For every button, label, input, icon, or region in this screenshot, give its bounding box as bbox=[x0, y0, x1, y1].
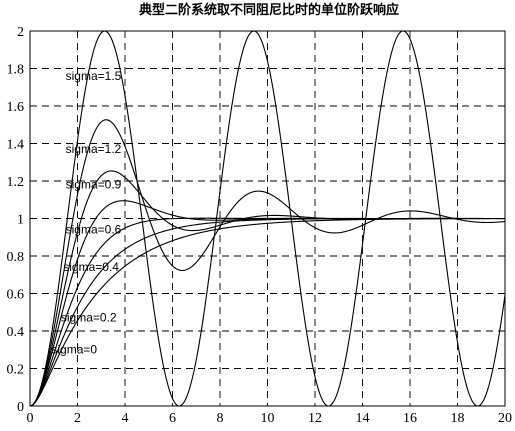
y-tick-label: 0.2 bbox=[7, 363, 25, 378]
series-label: sigma=0 bbox=[51, 343, 97, 357]
x-tick-label: 16 bbox=[403, 411, 417, 426]
y-tick-label: 1.4 bbox=[7, 138, 25, 153]
y-tick-label: 0 bbox=[17, 400, 24, 415]
y-tick-label: 0.8 bbox=[7, 250, 25, 265]
series-label: sigma=0.9 bbox=[66, 178, 122, 192]
series-label: sigma=0.2 bbox=[61, 311, 117, 325]
y-tick-label: 1 bbox=[17, 213, 24, 228]
x-tick-label: 12 bbox=[308, 411, 322, 426]
y-tick-label: 1.6 bbox=[7, 100, 25, 115]
x-tick-label: 2 bbox=[74, 411, 81, 426]
series-label: sigma=0.6 bbox=[66, 223, 122, 237]
series-line-sigma-0 bbox=[29, 30, 506, 407]
x-tick-label: 6 bbox=[169, 411, 176, 426]
x-tick-label: 18 bbox=[451, 411, 465, 426]
series-line-sigma-0-2 bbox=[29, 119, 506, 407]
plot-frame bbox=[29, 30, 506, 407]
y-tick-label: 1.2 bbox=[7, 175, 25, 190]
chart-title: 典型二阶系统取不同阻尼比时的单位阶跃响应 bbox=[139, 2, 399, 18]
series-label: sigma=1.5 bbox=[66, 69, 122, 83]
x-tick-label: 4 bbox=[122, 411, 129, 426]
y-tick-label: 0.6 bbox=[7, 288, 25, 303]
x-tick-label: 20 bbox=[498, 411, 512, 426]
x-tick-label: 0 bbox=[27, 411, 34, 426]
series-label: sigma=1.2 bbox=[66, 142, 122, 156]
series-annotations: sigma=0 sigma=0.2 sigma=0.4 sigma=0.6 sigma=… bbox=[51, 69, 121, 357]
series-line-sigma-1-5 bbox=[29, 218, 505, 407]
x-tick-label: 8 bbox=[217, 411, 224, 426]
x-tick-label: 10 bbox=[261, 411, 275, 426]
series-lines bbox=[29, 30, 506, 407]
tick-labels: 0 2 4 6 8 10 12 14 16 18 20 0 0.2 0.4 0.6 0.8 1 1.2 1.4 1.6… bbox=[7, 25, 513, 426]
x-tick-label: 14 bbox=[356, 411, 370, 426]
y-tick-label: 1.8 bbox=[7, 63, 25, 78]
y-tick-label: 0.4 bbox=[7, 325, 25, 340]
series-label: sigma=0.4 bbox=[63, 260, 119, 274]
y-tick-label: 2 bbox=[17, 25, 24, 40]
